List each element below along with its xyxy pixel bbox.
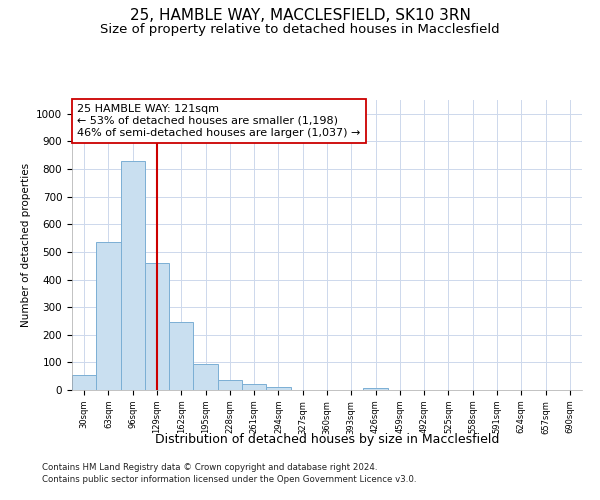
Text: Contains public sector information licensed under the Open Government Licence v3: Contains public sector information licen… — [42, 475, 416, 484]
Text: Contains HM Land Registry data © Crown copyright and database right 2024.: Contains HM Land Registry data © Crown c… — [42, 464, 377, 472]
Text: 25, HAMBLE WAY, MACCLESFIELD, SK10 3RN: 25, HAMBLE WAY, MACCLESFIELD, SK10 3RN — [130, 8, 470, 22]
Bar — [121, 161, 145, 390]
Bar — [218, 380, 242, 390]
Bar — [72, 375, 96, 390]
Bar — [266, 387, 290, 390]
Bar — [96, 242, 121, 390]
Bar — [193, 364, 218, 390]
Text: 25 HAMBLE WAY: 121sqm
← 53% of detached houses are smaller (1,198)
46% of semi-d: 25 HAMBLE WAY: 121sqm ← 53% of detached … — [77, 104, 361, 138]
Bar — [242, 384, 266, 390]
Y-axis label: Number of detached properties: Number of detached properties — [20, 163, 31, 327]
Bar — [169, 322, 193, 390]
Text: Size of property relative to detached houses in Macclesfield: Size of property relative to detached ho… — [100, 22, 500, 36]
Text: Distribution of detached houses by size in Macclesfield: Distribution of detached houses by size … — [155, 432, 499, 446]
Bar — [145, 263, 169, 390]
Bar — [364, 388, 388, 390]
